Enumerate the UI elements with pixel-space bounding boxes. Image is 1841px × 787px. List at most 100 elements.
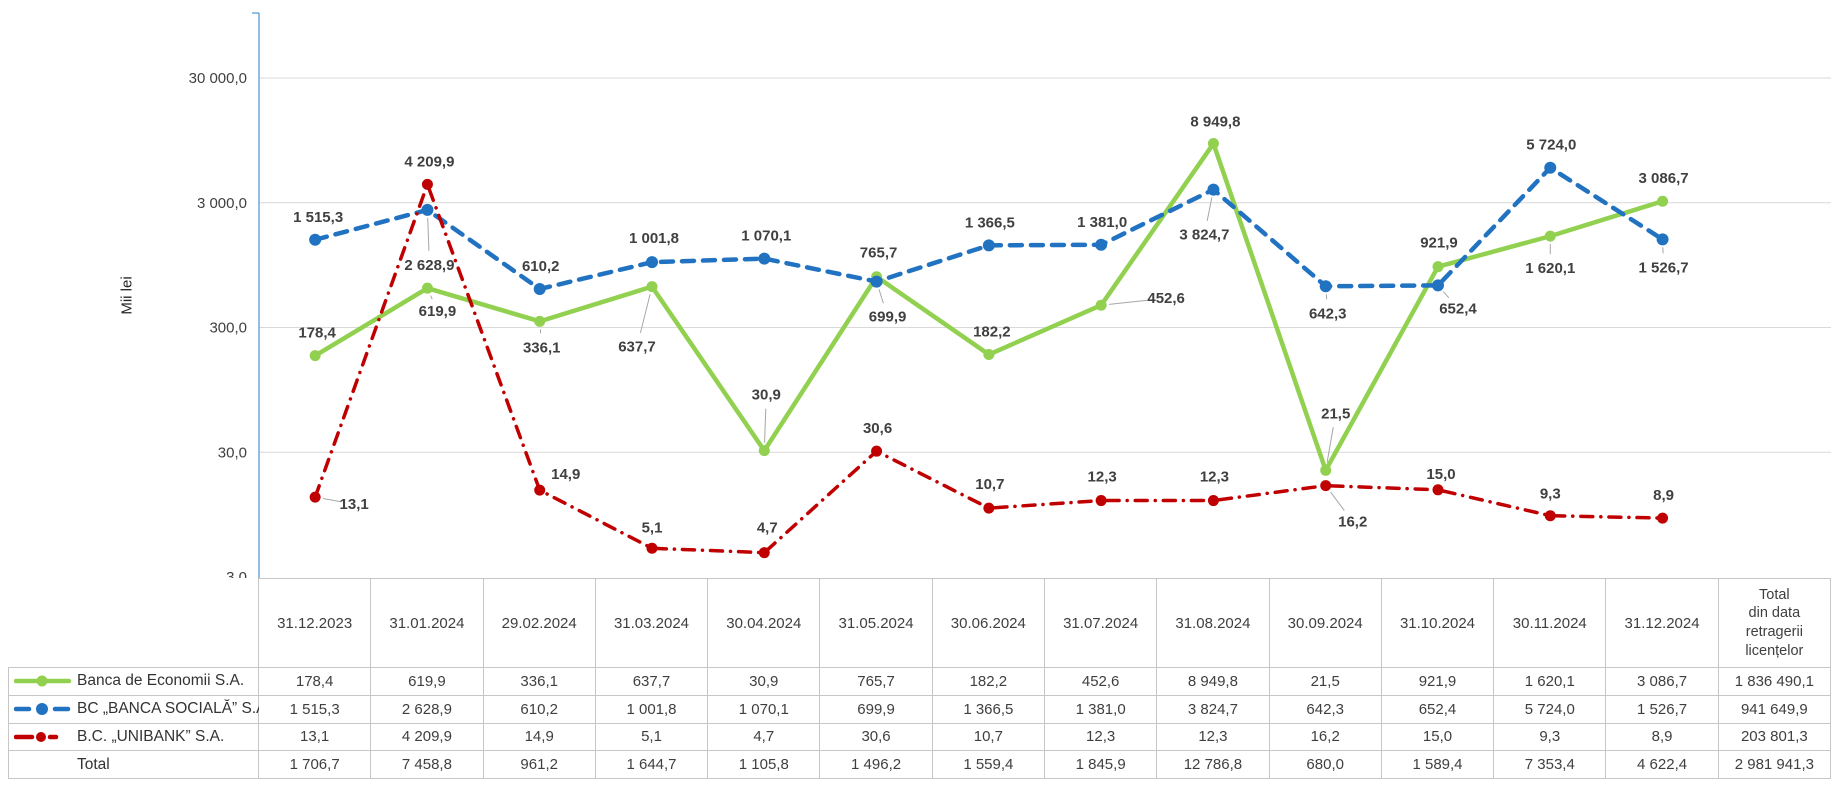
data-label-b-c-unibank-s-a: 5,1	[642, 519, 663, 536]
data-point-marker-bc-banca-social-s-a	[758, 252, 771, 265]
data-point-marker-bc-banca-social-s-a	[870, 275, 883, 288]
column-header-date-1: 31.01.2024	[371, 578, 484, 668]
data-point-marker-b-c-unibank-s-a	[1095, 495, 1107, 507]
table-cell-s0-c3: 637,7	[595, 668, 709, 696]
y-axis-tick-label: 3 000,0	[197, 195, 247, 212]
data-table: 31.12.2023 31.01.2024 29.02.2024 31.03.2024…	[8, 578, 1831, 779]
legend-line-sample-b-c-unibank-s-a	[14, 731, 59, 742]
table-cell-s2-c6: 10,7	[932, 723, 1045, 752]
data-point-marker-b-c-unibank-s-a	[983, 502, 995, 514]
column-header-date-0: 31.12.2023	[259, 578, 372, 668]
table-cell-total-c0: 1 706,7	[259, 751, 372, 779]
data-label-leader-line	[430, 295, 433, 300]
data-label-bc-banca-social-s-a: 1 366,5	[965, 214, 1015, 231]
column-header-date-5: 31.05.2024	[820, 578, 933, 668]
table-cell-s0-c9: 21,5	[1269, 668, 1382, 696]
legend-item-b-c-unibank-s-a: B.C. „UNIBANK” S.A.	[8, 723, 259, 752]
table-cell-total-c1: 7 458,8	[371, 751, 484, 779]
data-point-marker-banca-de-economii-s-a	[1544, 230, 1556, 242]
table-cell-s2-c3: 5,1	[595, 723, 709, 752]
data-label-bc-banca-social-s-a: 2 628,9	[404, 257, 454, 274]
data-point-marker-banca-de-economii-s-a	[646, 281, 658, 293]
table-cell-s1-c12: 1 526,7	[1606, 695, 1719, 724]
table-cell-s2-c10: 15,0	[1381, 723, 1495, 752]
data-label-b-c-unibank-s-a: 10,7	[975, 476, 1004, 493]
table-cell-s2-c1: 4 209,9	[371, 723, 484, 752]
data-label-leader-line	[639, 294, 651, 334]
table-cell-s0-c8: 8 949,8	[1157, 668, 1270, 696]
data-label-b-c-unibank-s-a: 15,0	[1426, 466, 1455, 483]
table-cell-total-c11: 7 353,4	[1494, 751, 1607, 779]
data-point-marker-b-c-unibank-s-a	[1544, 510, 1556, 522]
data-point-marker-b-c-unibank-s-a	[758, 547, 770, 559]
column-header-date-2: 29.02.2024	[483, 578, 596, 668]
table-cell-s1-c4: 1 070,1	[708, 695, 821, 724]
data-point-marker-bc-banca-social-s-a	[1319, 280, 1332, 293]
data-label-banca-de-economii-s-a: 637,7	[618, 339, 656, 356]
table-cell-s1-c11: 5 724,0	[1494, 695, 1607, 724]
legend-item-total: Total	[8, 751, 259, 779]
data-point-marker-banca-de-economii-s-a	[758, 445, 770, 457]
table-cell-s1-c8: 3 824,7	[1157, 695, 1270, 724]
table-cell-total-c3: 1 644,7	[595, 751, 709, 779]
table-cell-s2-c0: 13,1	[259, 723, 372, 752]
data-point-marker-banca-de-economii-s-a	[1657, 195, 1669, 207]
data-label-bc-banca-social-s-a: 1 526,7	[1639, 259, 1689, 276]
data-label-leader-line	[322, 498, 341, 503]
data-point-marker-bc-banca-social-s-a	[421, 203, 434, 216]
table-cell-total-c2: 961,2	[483, 751, 596, 779]
table-cell-s0-c11: 1 620,1	[1494, 668, 1607, 696]
data-label-bc-banca-social-s-a: 652,4	[1439, 300, 1477, 317]
table-cell-s0-c2: 336,1	[483, 668, 596, 696]
table-cell-s0-c12: 3 086,7	[1606, 668, 1719, 696]
data-point-marker-b-c-unibank-s-a	[534, 484, 546, 496]
column-header-total-line: licențelor	[1745, 642, 1804, 659]
y-axis-tick-label: 300,0	[209, 320, 247, 337]
legend-line-sample-banca-de-economii-s-a	[14, 675, 72, 687]
table-cell-total-c10: 1 589,4	[1381, 751, 1495, 779]
data-point-marker-bc-banca-social-s-a	[1544, 161, 1557, 174]
table-cell-s2-c4: 4,7	[708, 723, 821, 752]
data-label-bc-banca-social-s-a: 1 381,0	[1077, 214, 1127, 231]
data-label-leader-line	[1326, 427, 1334, 463]
table-cell-s2-c12: 8,9	[1606, 723, 1719, 752]
data-point-marker-bc-banca-social-s-a	[982, 239, 995, 252]
table-cell-s1-c2: 610,2	[483, 695, 596, 724]
data-label-leader-line	[878, 289, 884, 304]
table-cell-s0-c6: 182,2	[932, 668, 1045, 696]
data-label-banca-de-economii-s-a: 452,6	[1147, 290, 1185, 307]
data-label-b-c-unibank-s-a: 12,3	[1088, 469, 1117, 486]
column-header-date-8: 31.08.2024	[1157, 578, 1270, 668]
data-point-marker-b-c-unibank-s-a	[421, 178, 433, 190]
data-label-bc-banca-social-s-a: 1 515,3	[293, 209, 343, 226]
table-cell-s2-c7: 12,3	[1044, 723, 1158, 752]
data-label-b-c-unibank-s-a: 4 209,9	[404, 153, 454, 170]
data-point-marker-b-c-unibank-s-a	[1320, 480, 1332, 492]
table-cell-s1-c10: 652,4	[1381, 695, 1495, 724]
data-point-marker-bc-banca-social-s-a	[1095, 238, 1108, 251]
column-header-date-10: 31.10.2024	[1381, 578, 1495, 668]
line-chart-plot-area: 30 000,0 3 000,0 300,0 30,0 3,0 178,4 619,9 336…	[189, 12, 1831, 578]
column-header-date-7: 31.07.2024	[1044, 578, 1158, 668]
data-point-marker-b-c-unibank-s-a	[646, 542, 658, 554]
y-axis-title: Mii lei	[118, 276, 136, 315]
data-label-banca-de-economii-s-a: 8 949,8	[1190, 114, 1240, 131]
data-label-b-c-unibank-s-a: 8,9	[1653, 487, 1674, 504]
data-point-marker-banca-de-economii-s-a	[1320, 464, 1332, 476]
data-point-marker-bc-banca-social-s-a	[1207, 183, 1220, 196]
table-cell-s1-c1: 2 628,9	[371, 695, 484, 724]
table-cell-s1-c5: 699,9	[820, 695, 933, 724]
data-point-marker-b-c-unibank-s-a	[871, 445, 883, 457]
data-point-marker-b-c-unibank-s-a	[1432, 484, 1444, 496]
data-point-marker-banca-de-economii-s-a	[421, 282, 433, 294]
data-label-bc-banca-social-s-a: 1 001,8	[629, 230, 679, 247]
data-label-bc-banca-social-s-a: 642,3	[1309, 305, 1347, 322]
data-label-banca-de-economii-s-a: 182,2	[973, 324, 1011, 341]
table-cell-s1-c0: 1 515,3	[259, 695, 372, 724]
table-cell-s2-c11: 9,3	[1494, 723, 1607, 752]
data-label-banca-de-economii-s-a: 619,9	[419, 303, 457, 320]
column-header-date-11: 30.11.2024	[1494, 578, 1607, 668]
data-point-marker-bc-banca-social-s-a	[646, 256, 658, 269]
table-cell-total-c7: 1 845,9	[1044, 751, 1158, 779]
